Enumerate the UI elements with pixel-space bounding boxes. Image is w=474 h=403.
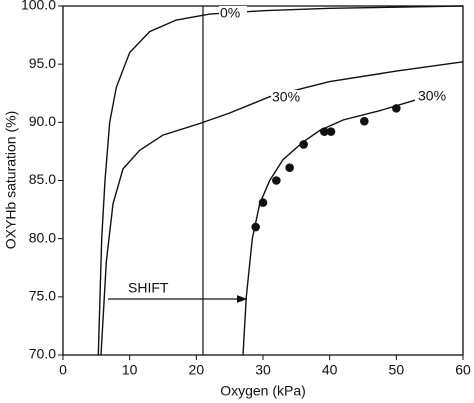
label-bg <box>417 89 445 105</box>
data-point <box>392 104 401 113</box>
curve-label: 30% <box>418 88 446 104</box>
y-tick-label: 100.0 <box>21 0 56 13</box>
curve-label: 0% <box>220 5 240 21</box>
curve <box>242 99 416 356</box>
y-tick-label: 90.0 <box>29 113 56 129</box>
data-point <box>272 176 281 185</box>
x-tick-label: 30 <box>255 362 271 378</box>
label-bg <box>219 6 247 22</box>
x-axis-label: Oxygen (kPa) <box>220 383 306 399</box>
annotation: SHIFT <box>128 280 169 296</box>
y-tick-label: 80.0 <box>29 229 56 245</box>
curve-label: 30% <box>272 89 300 105</box>
data-point <box>299 140 308 149</box>
data-point <box>320 127 329 136</box>
data-point <box>326 127 336 136</box>
data-point <box>251 222 260 232</box>
x-tick-label: 60 <box>455 362 471 378</box>
x-tick-label: 40 <box>322 362 338 378</box>
x-tick-label: 0 <box>59 362 67 378</box>
data-point <box>360 116 369 126</box>
x-tick-label: 10 <box>122 362 138 378</box>
curve <box>97 5 464 356</box>
label-bg <box>271 90 299 106</box>
y-tick-label: 75.0 <box>29 288 56 304</box>
y-tick-label: 95.0 <box>29 55 56 71</box>
plot-frame <box>62 5 464 356</box>
x-tick-label: 50 <box>389 362 405 378</box>
x-tick-label: 20 <box>189 362 205 378</box>
data-point <box>258 198 268 207</box>
curve <box>100 61 464 356</box>
data-point <box>285 163 294 173</box>
y-axis-label: OXYHb saturation (%) <box>3 111 19 250</box>
y-tick-label: 70.0 <box>29 346 56 362</box>
y-tick-label: 85.0 <box>29 171 56 187</box>
